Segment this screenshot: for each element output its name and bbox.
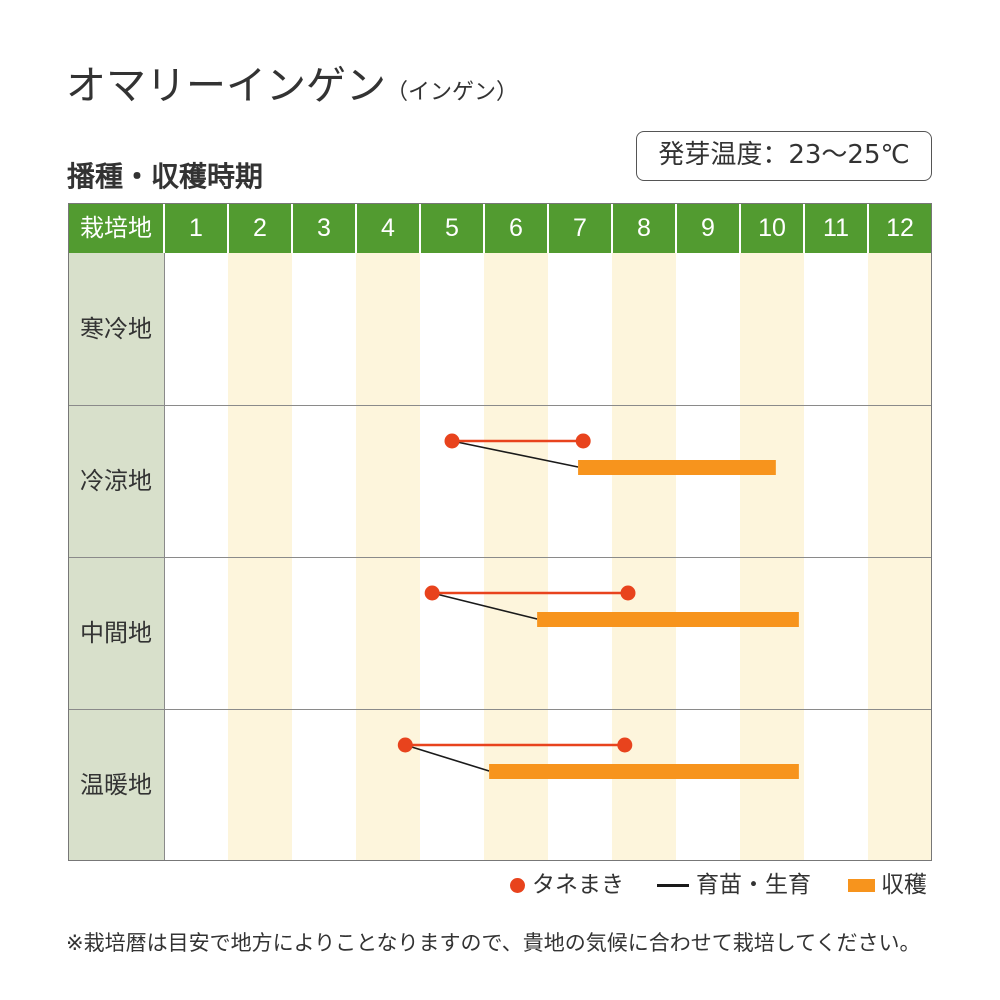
header-divider [547,203,549,253]
month-header-9: 9 [701,214,715,242]
sowing-end-dot [575,433,591,449]
legend-harvest-label: 収穫 [881,872,927,898]
row-divider [68,557,932,558]
row-divider [68,709,932,710]
header-divider [227,203,229,253]
harvest-bar [537,612,799,627]
calendar-plot [397,433,799,779]
legend-growing-label: 育苗・生育 [696,872,811,898]
legend-sowing-marker [510,877,525,893]
row-divider [68,405,932,406]
cultivation-calendar: 栽培地 1 2 3 4 5 6 7 8 9 10 11 12 [68,203,932,861]
header-divider [611,203,613,253]
chart-title: 播種・収穫時期 [67,160,264,193]
month-header-10: 10 [758,214,786,242]
month-header-2: 2 [253,214,267,242]
sowing-start-dot [424,585,440,601]
harvest-bar [578,460,776,475]
month-header-3: 3 [317,214,331,242]
header-divider [355,203,357,253]
crop-name: （インゲン） [386,80,519,105]
month-header-7: 7 [573,214,587,242]
region-label-cold: 寒冷地 [80,315,152,343]
harvest-bar [489,764,799,779]
page-title: オマリーインゲン （インゲン） [66,58,518,114]
header-divider [419,203,421,253]
month-header-6: 6 [509,214,523,242]
header-divider [739,203,741,253]
variety-name: オマリーインゲン [66,63,386,109]
sowing-start-dot [397,737,413,753]
growing-line [431,592,538,620]
month-header-1: 1 [189,214,203,242]
header-divider [163,203,165,253]
region-label-cool: 冷涼地 [80,467,152,495]
month-header-4: 4 [381,214,395,242]
sowing-start-dot [444,433,460,449]
header-divider [483,203,485,253]
calendar-header: 栽培地 1 2 3 4 5 6 7 8 9 10 11 12 [68,203,932,253]
month-header-5: 5 [445,214,459,242]
legend-sowing-label: タネまき [532,872,624,898]
month-header-12: 12 [886,214,914,242]
sowing-end-dot [617,737,633,753]
footnote: ※栽培暦は目安で地方によりことなりますので、貴地の気候に合わせて栽培してください… [66,931,921,955]
growing-line [405,744,490,772]
region-label-warm: 温暖地 [80,771,152,799]
calendar-body: 寒冷地 冷涼地 中間地 温暖地 [68,253,932,861]
header-divider [867,203,869,253]
growing-line [451,440,579,468]
sowing-end-dot [620,585,636,601]
region-header: 栽培地 [80,214,152,242]
legend: タネまき 育苗・生育 収穫 [0,868,1000,902]
header-divider [291,203,293,253]
region-label-middle: 中間地 [80,619,152,647]
month-header-8: 8 [637,214,651,242]
germination-temp-badge: 発芽温度：23〜25℃ [636,131,932,181]
legend-harvest-marker [848,879,875,892]
month-header-11: 11 [823,214,849,242]
header-divider [675,203,677,253]
header-divider [803,203,805,253]
legend-growing-marker [657,884,689,887]
